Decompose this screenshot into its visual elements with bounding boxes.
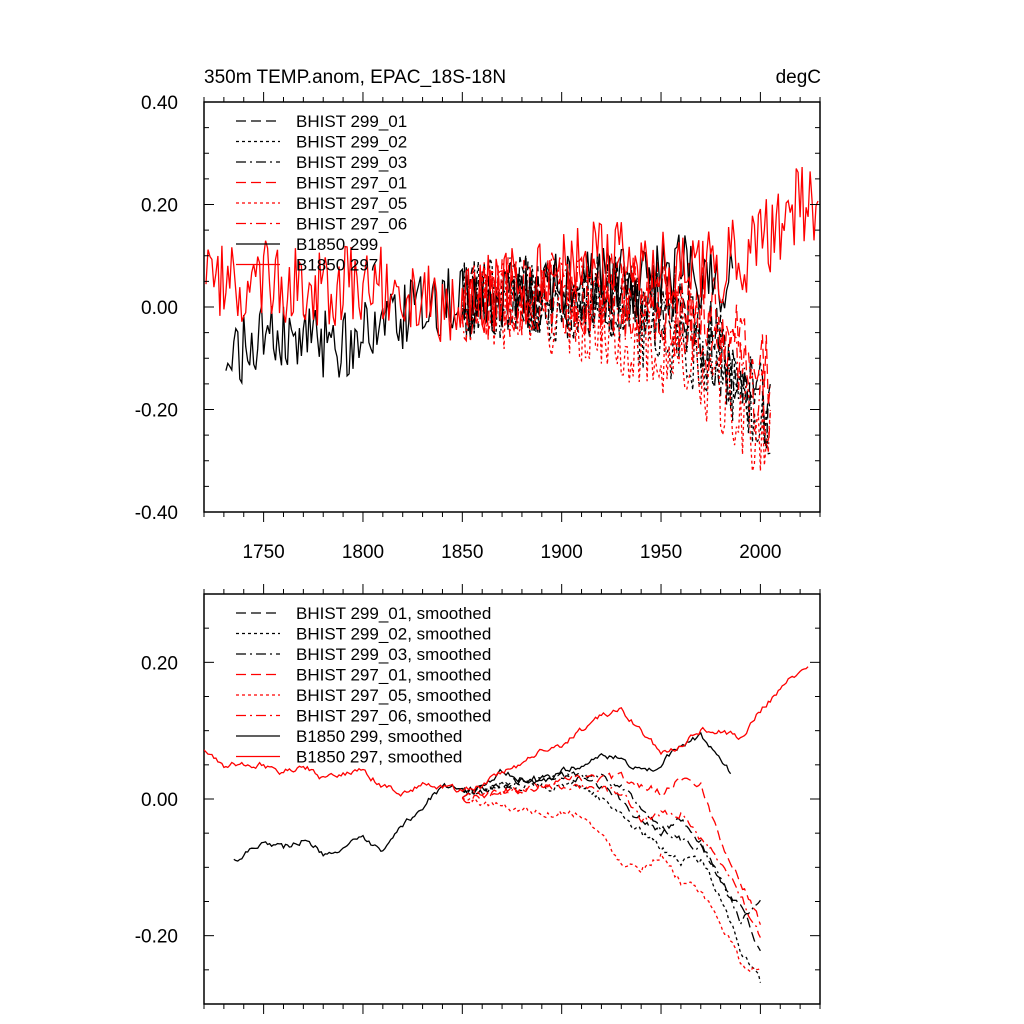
x-tick-label: 1750 [242, 542, 284, 563]
series-line-bhist-299-02 [461, 258, 771, 455]
legend-label: BHIST 297_01, smoothed [296, 666, 491, 685]
series-line-bhist-297-05-smoothed [461, 797, 761, 973]
y-tick-label: 0.00 [141, 790, 178, 811]
top-panel-axes: -0.40 -0.20 0.00 0.20 0.40 1750 1800 1850 1900 19… [135, 92, 821, 563]
x-tick-label: 1950 [640, 542, 682, 563]
legend-label: BHIST 297_05 [296, 194, 407, 213]
legend-label: BHIST 299_02 [296, 133, 407, 152]
bottom-panel-legend: BHIST 299_01, smoothed BHIST 299_02, smoo… [236, 604, 491, 767]
series-line-bhist-299-02-smoothed [461, 780, 762, 983]
legend-label: BHIST 297_05, smoothed [296, 686, 491, 705]
x-tick-label: 1800 [342, 542, 384, 563]
series-line-b1850-297 [205, 166, 819, 342]
y-tick-label: 0.20 [141, 653, 178, 674]
series-line-bhist-297-01-smoothed [461, 771, 762, 925]
legend-label: B1850 299 [296, 235, 378, 254]
y-tick-label: -0.20 [135, 401, 178, 422]
legend-label: BHIST 299_02, smoothed [296, 625, 491, 644]
x-tick-label: 1900 [541, 542, 583, 563]
bottom-panel-series [204, 666, 809, 983]
top-panel-title: 350m TEMP.anom, EPAC_18S-18N [204, 67, 506, 88]
series-line-bhist-297-05 [461, 272, 771, 472]
y-tick-label: 0.40 [141, 93, 178, 114]
top-panel-series [205, 166, 819, 472]
series-line-bhist-299-03-smoothed [461, 771, 761, 927]
x-tick-label: 2000 [739, 542, 781, 563]
legend-label: BHIST 299_03 [296, 153, 407, 172]
legend-label: BHIST 299_01, smoothed [296, 604, 491, 623]
legend-label: BHIST 297_06 [296, 215, 407, 234]
x-tick-label: 1850 [441, 542, 483, 563]
legend-label: B1850 299, smoothed [296, 727, 462, 746]
bottom-panel: -0.200.000.20 BHIST 299_01, smoothedBHIS… [135, 584, 821, 1014]
series-line-bhist-297-06-smoothed [461, 782, 761, 938]
series-line-b1850-299-smoothed [233, 731, 732, 862]
legend-label: BHIST 297_01 [296, 174, 407, 193]
y-tick-label: -0.20 [135, 927, 178, 948]
series-line-b1850-297-smoothed [204, 666, 809, 797]
top-panel-units: degC [776, 67, 821, 88]
y-tick-label: 0.20 [141, 196, 178, 217]
legend-label: BHIST 297_06, smoothed [296, 707, 491, 726]
legend-label: BHIST 299_01 [296, 112, 407, 131]
top-panel: 350m TEMP.anom, EPAC_18S-18N degC -0.40-… [135, 67, 821, 563]
y-tick-label: 0.00 [141, 298, 178, 319]
legend-label: B1850 297 [296, 256, 378, 275]
y-tick-label: -0.40 [135, 503, 178, 524]
legend-label: B1850 297, smoothed [296, 748, 462, 767]
series-line-bhist-299-01-smoothed [461, 775, 761, 952]
bottom-panel-axes: -0.20 0.00 0.20 [135, 584, 821, 1014]
legend-label: BHIST 299_03, smoothed [296, 645, 491, 664]
